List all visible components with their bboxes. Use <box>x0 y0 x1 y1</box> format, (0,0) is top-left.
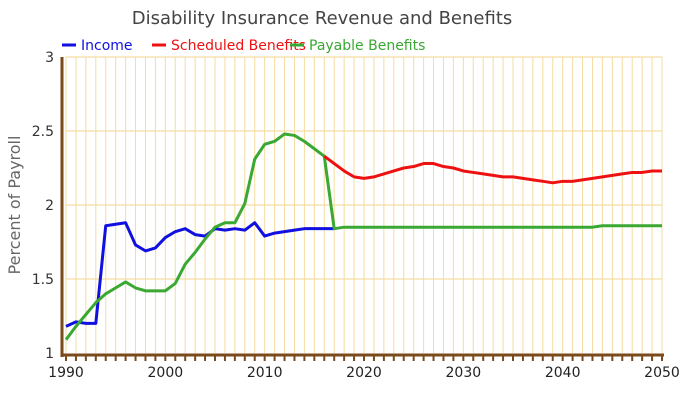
x-tick-label: 2040 <box>545 365 581 381</box>
series-lines <box>64 132 662 341</box>
chart-title: Disability Insurance Revenue and Benefit… <box>132 8 513 29</box>
grid <box>65 56 663 353</box>
y-axis-label: Percent of Payroll <box>5 136 24 275</box>
legend-label: Payable Benefits <box>309 38 425 54</box>
x-tick-label: 1990 <box>48 365 84 381</box>
x-tick-label: 2010 <box>247 365 283 381</box>
x-tick-label: 2050 <box>644 365 680 381</box>
y-tick-label: 3 <box>45 50 54 66</box>
x-tick-label: 2000 <box>148 365 184 381</box>
x-tick-label: 2020 <box>346 365 382 381</box>
series-line-scheduled-benefits <box>323 154 662 185</box>
legend: Income Scheduled Benefits Payable Benefits <box>62 38 425 54</box>
legend-label: Income <box>81 38 133 54</box>
legend-label: Scheduled Benefits <box>171 38 306 54</box>
x-tick-label: 2030 <box>446 365 482 381</box>
y-tick-label: 1.5 <box>32 272 54 288</box>
series-line-payable-benefits <box>64 132 662 341</box>
series-line-income <box>65 221 335 328</box>
axes: 1 1.5 2 2.5 3 1990 2000 2010 2020 2030 2040 2050 <box>32 50 680 381</box>
y-tick-label: 2 <box>45 198 54 214</box>
y-tick-label: 2.5 <box>32 124 54 140</box>
y-tick-label: 1 <box>45 346 54 362</box>
